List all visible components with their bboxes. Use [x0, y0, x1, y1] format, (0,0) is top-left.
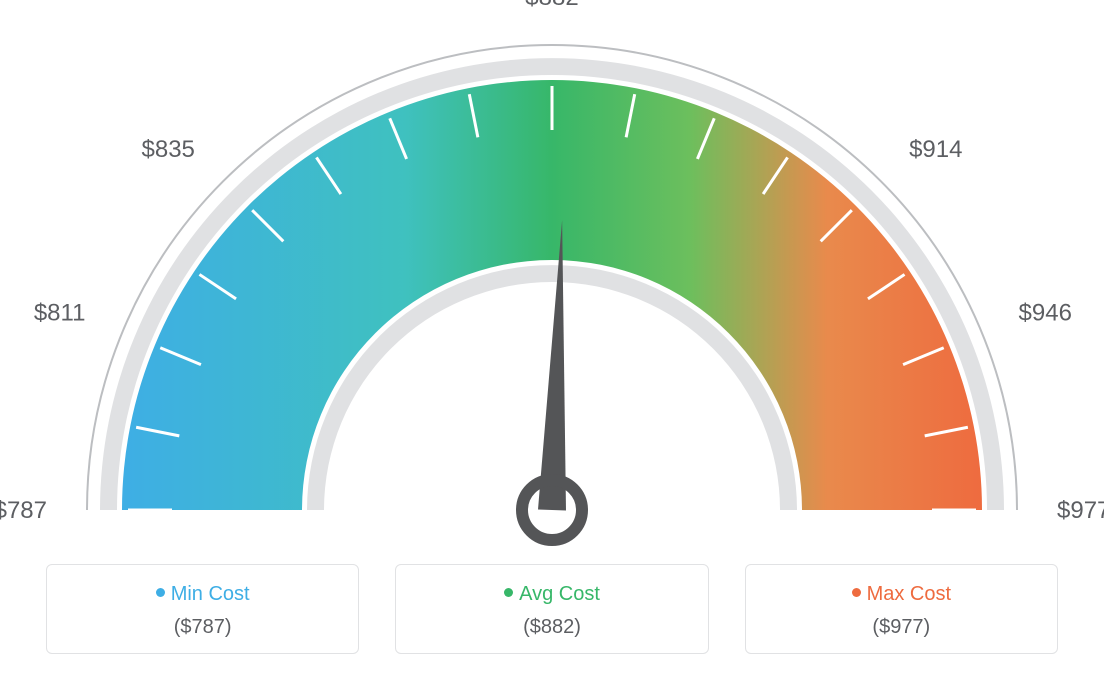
svg-text:$946: $946: [1019, 300, 1072, 327]
legend-label-avg: Avg Cost: [519, 583, 600, 605]
svg-text:$914: $914: [909, 136, 962, 163]
legend-card-min: Min Cost ($787): [46, 564, 359, 654]
legend-card-avg: Avg Cost ($882): [395, 564, 708, 654]
legend-label-max: Max Cost: [867, 583, 951, 605]
gauge-svg: $787 $811 $835 $882 $914 $946 $977: [0, 0, 1104, 560]
legend-value-max: ($977): [756, 616, 1047, 639]
legend-title-avg: Avg Cost: [406, 583, 697, 606]
legend-title-min: Min Cost: [57, 583, 348, 606]
legend-title-max: Max Cost: [756, 583, 1047, 606]
svg-text:$882: $882: [525, 0, 578, 11]
legend-card-max: Max Cost ($977): [745, 564, 1058, 654]
gauge-chart: $787 $811 $835 $882 $914 $946 $977: [0, 0, 1104, 560]
svg-text:$835: $835: [142, 136, 195, 163]
legend-row: Min Cost ($787) Avg Cost ($882) Max Cost…: [0, 564, 1104, 654]
legend-dot-max: [852, 588, 861, 597]
legend-dot-min: [156, 588, 165, 597]
legend-value-avg: ($882): [406, 616, 697, 639]
svg-text:$977: $977: [1057, 497, 1104, 524]
legend-value-min: ($787): [57, 616, 348, 639]
legend-label-min: Min Cost: [171, 583, 250, 605]
legend-dot-avg: [504, 588, 513, 597]
svg-text:$811: $811: [34, 300, 86, 327]
svg-text:$787: $787: [0, 497, 47, 524]
